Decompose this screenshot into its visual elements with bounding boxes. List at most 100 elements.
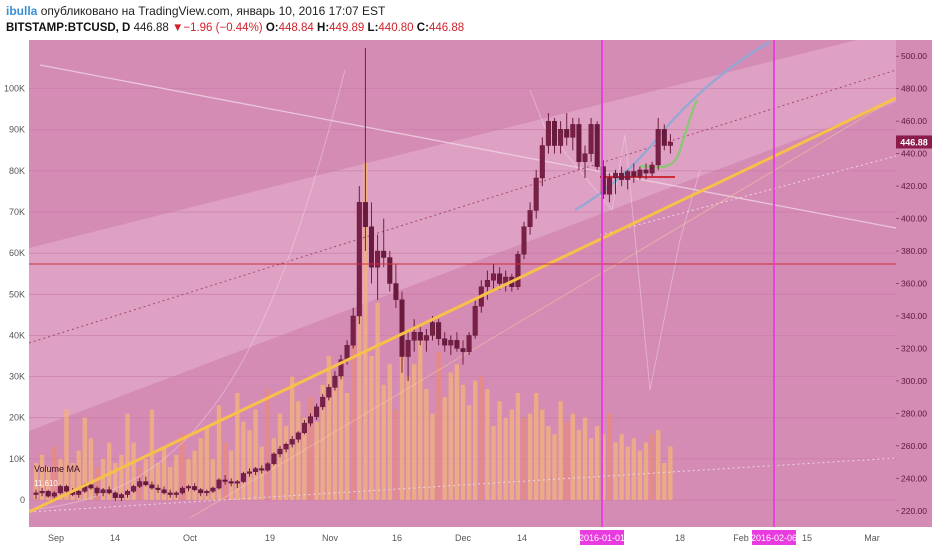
- candle-body[interactable]: [393, 283, 399, 300]
- candle-body[interactable]: [234, 481, 240, 484]
- candle-body[interactable]: [625, 171, 631, 180]
- candle-body[interactable]: [124, 491, 130, 495]
- candle-body[interactable]: [417, 332, 423, 341]
- candle-body[interactable]: [454, 340, 460, 349]
- candle-body[interactable]: [228, 481, 234, 484]
- candle-body[interactable]: [405, 340, 411, 357]
- candle-body[interactable]: [448, 340, 454, 346]
- candle-body[interactable]: [222, 479, 228, 482]
- candle-body[interactable]: [185, 486, 191, 489]
- candle-body[interactable]: [94, 487, 100, 494]
- candle-body[interactable]: [539, 145, 545, 179]
- candle-body[interactable]: [515, 254, 521, 287]
- candle-body[interactable]: [423, 335, 429, 341]
- candle-body[interactable]: [192, 486, 198, 490]
- candle-body[interactable]: [649, 164, 655, 174]
- candle-body[interactable]: [545, 120, 551, 146]
- candle-body[interactable]: [253, 468, 259, 473]
- candle-body[interactable]: [442, 338, 448, 346]
- candle-body[interactable]: [521, 226, 527, 255]
- candle-body[interactable]: [588, 124, 594, 154]
- candle-body[interactable]: [344, 344, 350, 360]
- candle-body[interactable]: [100, 489, 106, 494]
- candle-body[interactable]: [173, 492, 179, 495]
- candle-body[interactable]: [570, 124, 576, 138]
- candle-body[interactable]: [320, 396, 326, 408]
- candle-body[interactable]: [491, 273, 497, 281]
- candle-body[interactable]: [308, 416, 314, 424]
- candle-body[interactable]: [594, 124, 600, 167]
- candle-body[interactable]: [76, 491, 82, 495]
- candle-body[interactable]: [466, 335, 472, 352]
- candle-body[interactable]: [387, 257, 393, 284]
- candle-body[interactable]: [314, 406, 320, 417]
- candle-body[interactable]: [533, 177, 539, 211]
- candle-body[interactable]: [45, 491, 51, 497]
- candle-body[interactable]: [39, 491, 45, 494]
- candle-body[interactable]: [430, 322, 436, 336]
- candle-body[interactable]: [265, 463, 271, 471]
- candle-body[interactable]: [277, 448, 283, 455]
- candle-body[interactable]: [637, 169, 643, 177]
- candle-body[interactable]: [301, 422, 307, 434]
- candle-body[interactable]: [613, 172, 619, 179]
- candle-body[interactable]: [338, 359, 344, 377]
- candle-body[interactable]: [131, 486, 137, 492]
- candle-body[interactable]: [240, 473, 246, 482]
- candle-body[interactable]: [552, 120, 558, 146]
- candle-body[interactable]: [631, 171, 637, 177]
- candle-body[interactable]: [259, 468, 265, 471]
- candle-body[interactable]: [179, 487, 185, 494]
- candle-body[interactable]: [436, 322, 442, 339]
- candle-body[interactable]: [112, 492, 118, 498]
- candle-body[interactable]: [143, 481, 149, 485]
- candle-body[interactable]: [655, 129, 661, 166]
- candle-body[interactable]: [204, 491, 210, 494]
- candle-body[interactable]: [295, 432, 301, 440]
- candle-body[interactable]: [149, 484, 155, 489]
- candle-body[interactable]: [472, 306, 478, 336]
- candle-body[interactable]: [283, 444, 289, 450]
- candle-body[interactable]: [63, 486, 69, 492]
- candle-body[interactable]: [289, 439, 295, 445]
- candle-body[interactable]: [460, 348, 466, 352]
- candle-body[interactable]: [362, 202, 368, 227]
- candle-body[interactable]: [399, 299, 405, 357]
- candle-body[interactable]: [369, 226, 375, 268]
- candle-body[interactable]: [106, 489, 112, 494]
- candle-body[interactable]: [497, 273, 503, 284]
- candle-body[interactable]: [332, 375, 338, 388]
- symbol-label[interactable]: BITSTAMP:BTCUSD, D: [6, 22, 131, 34]
- candle-body[interactable]: [582, 153, 588, 162]
- candle-body[interactable]: [484, 280, 490, 287]
- candle-body[interactable]: [558, 129, 564, 146]
- candle-body[interactable]: [198, 489, 204, 494]
- candle-body[interactable]: [643, 169, 649, 174]
- candle-body[interactable]: [527, 210, 533, 227]
- candle-body[interactable]: [606, 177, 612, 195]
- candle-body[interactable]: [246, 471, 252, 474]
- author-link[interactable]: ibulla: [6, 4, 38, 18]
- candle-body[interactable]: [161, 489, 167, 494]
- candle-body[interactable]: [137, 481, 143, 487]
- candle-body[interactable]: [326, 387, 332, 398]
- candle-body[interactable]: [51, 492, 57, 497]
- candle-body[interactable]: [381, 250, 387, 258]
- candle-body[interactable]: [167, 492, 173, 495]
- candle-body[interactable]: [356, 202, 362, 317]
- candle-body[interactable]: [271, 453, 277, 464]
- candle-body[interactable]: [88, 484, 94, 489]
- candle-body[interactable]: [564, 129, 570, 138]
- candle-body[interactable]: [661, 129, 667, 146]
- candle-body[interactable]: [57, 486, 63, 494]
- candle-body[interactable]: [216, 479, 222, 489]
- candle-body[interactable]: [375, 250, 381, 268]
- candle-body[interactable]: [210, 487, 216, 492]
- candle-body[interactable]: [118, 494, 124, 498]
- candle-body[interactable]: [576, 124, 582, 162]
- candlestick-series[interactable]: [33, 48, 673, 502]
- candle-body[interactable]: [155, 487, 161, 490]
- candle-body[interactable]: [619, 172, 625, 180]
- candle-body[interactable]: [350, 315, 356, 346]
